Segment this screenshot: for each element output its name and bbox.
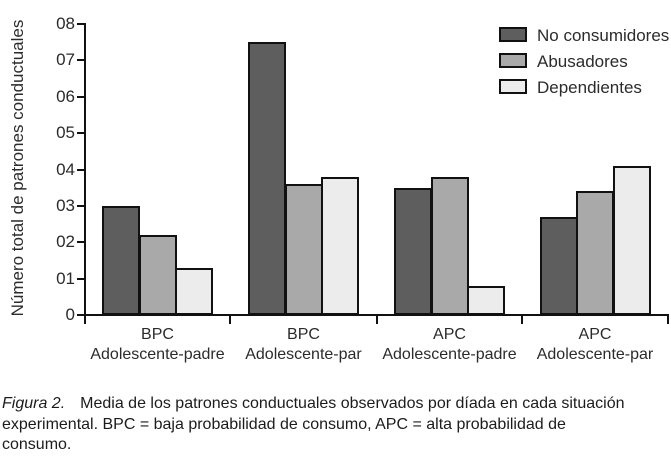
legend-swatch xyxy=(499,53,527,68)
x-category-label-condition: APC xyxy=(578,326,612,343)
legend-label: No consumidores xyxy=(537,26,670,45)
y-tick-label: 02 xyxy=(56,232,75,252)
x-axis-tick xyxy=(376,315,378,324)
y-tick-label: 05 xyxy=(56,123,75,143)
y-tick-label: 0 xyxy=(65,305,75,324)
x-category-label-dyad: Adolescente-padre xyxy=(382,346,517,363)
y-tick-label: 01 xyxy=(56,268,75,288)
y-tick-label: 03 xyxy=(56,195,75,215)
bar xyxy=(612,165,651,315)
bar xyxy=(175,267,213,315)
y-tick-label: 04 xyxy=(56,159,75,179)
y-axis-line xyxy=(84,23,86,324)
x-category-label-condition: BPC xyxy=(287,326,320,343)
x-axis-tick xyxy=(84,315,86,324)
bar xyxy=(576,191,614,315)
x-category-label-condition: BPC xyxy=(141,326,174,343)
y-axis-tick xyxy=(77,95,84,98)
y-axis-tick xyxy=(77,23,84,25)
bar xyxy=(467,285,505,315)
bar-chart: Número total de patrones conductuales 0 0… xyxy=(8,14,670,363)
legend-swatch xyxy=(499,27,527,42)
legend-swatch xyxy=(499,79,527,94)
caption-text-3: consumo. xyxy=(2,436,72,453)
y-axis-tick xyxy=(77,314,84,316)
x-category-label-dyad: Adolescente-padre xyxy=(90,346,225,363)
bar xyxy=(248,42,286,315)
bar xyxy=(284,184,323,315)
x-category-label-dyad: Adolescente-par xyxy=(536,346,654,363)
x-axis-tick xyxy=(229,315,231,324)
y-tick-label: 08 xyxy=(56,14,75,33)
bar xyxy=(394,187,432,315)
caption-text-1: Media de los patrones conductuales obser… xyxy=(80,395,625,412)
bar xyxy=(321,176,359,315)
legend-label: Abusadores xyxy=(537,52,628,71)
legend-label: Dependientes xyxy=(537,78,642,97)
bar xyxy=(138,234,177,315)
y-axis-title: Número total de patrones conductuales xyxy=(8,19,27,317)
bar xyxy=(430,176,469,315)
y-axis-tick xyxy=(77,168,84,171)
x-axis-tick xyxy=(521,315,523,324)
bar xyxy=(102,205,140,315)
x-axis-tick xyxy=(667,315,669,324)
y-axis-tick xyxy=(77,59,84,62)
caption-figure-label: Figura 2. xyxy=(2,395,66,412)
y-axis-tick xyxy=(77,204,84,207)
caption-text-2: experimental. BPC = baja probabilidad de… xyxy=(2,415,566,433)
y-tick-label: 07 xyxy=(56,50,75,70)
caption-line: Figura 2. Media de los patrones conductua… xyxy=(2,394,668,415)
bar xyxy=(539,216,578,315)
y-axis-tick xyxy=(77,241,84,244)
y-axis-tick xyxy=(77,277,84,280)
x-category-label-condition: APC xyxy=(433,326,466,343)
y-tick-label: 06 xyxy=(56,86,75,106)
y-axis-tick xyxy=(77,132,84,135)
figure-caption: Figura 2. Media de los patrones conductua… xyxy=(2,394,668,456)
x-category-label-dyad: Adolescente-par xyxy=(245,346,362,363)
